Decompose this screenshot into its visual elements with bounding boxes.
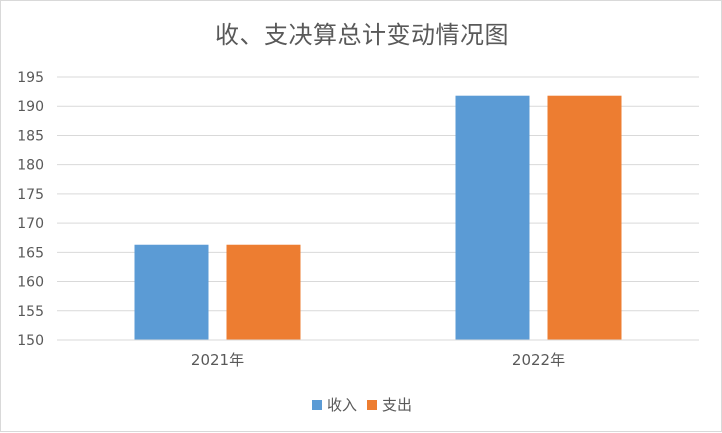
chart-title: 收、支决算总计变动情况图 <box>215 21 509 49</box>
y-tick-label: 175 <box>17 187 44 203</box>
legend-label-expense: 支出 <box>382 396 413 414</box>
x-axis: 2021年 2022年 <box>57 339 699 369</box>
bar-expense-1 <box>547 95 622 340</box>
y-tick-label: 155 <box>17 304 44 320</box>
bar-income-0 <box>134 244 209 340</box>
legend-item-income: 收入 <box>311 394 357 415</box>
y-tick-label: 170 <box>17 216 44 232</box>
legend-swatch-expense <box>367 399 377 410</box>
y-tick-label: 160 <box>17 275 44 291</box>
y-tick-label: 165 <box>17 245 44 261</box>
y-tick-label: 195 <box>17 70 44 86</box>
x-tick-label: 2022年 <box>512 351 565 369</box>
y-tick-label: 190 <box>17 99 44 115</box>
y-tick-label: 180 <box>17 158 44 174</box>
legend-label-income: 收入 <box>326 396 357 414</box>
bar-expense-0 <box>226 244 301 340</box>
y-tick-label: 150 <box>17 333 44 349</box>
legend-swatch-income <box>311 399 322 410</box>
legend-item-expense: 支出 <box>367 394 412 415</box>
x-tick-label: 2021年 <box>191 351 244 369</box>
bar-income-1 <box>455 95 530 340</box>
y-tick-label: 185 <box>17 128 44 144</box>
bars <box>134 95 622 340</box>
y-axis: 150 155 160 165 170 175 180 185 190 195 <box>17 70 44 349</box>
legend: 收入 支出 <box>1 394 722 415</box>
